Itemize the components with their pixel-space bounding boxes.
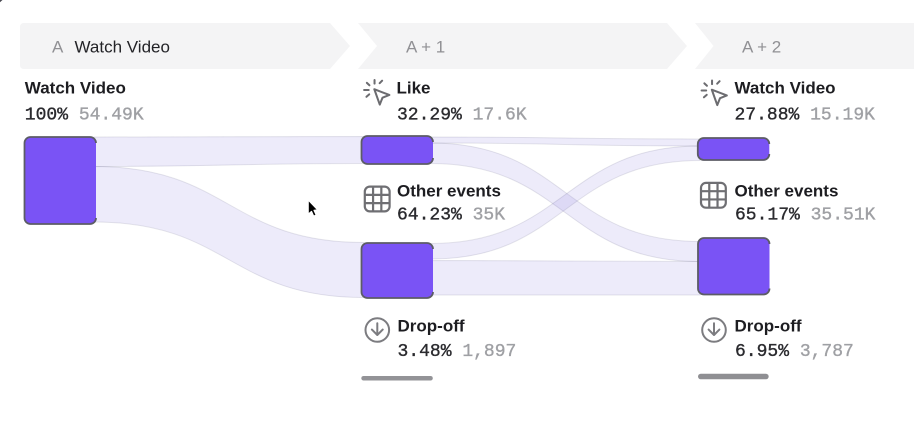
svg-text:Drop-off: Drop-off: [735, 317, 802, 336]
svg-text:A + 1: A + 1: [406, 38, 445, 57]
svg-text:A + 2: A + 2: [742, 38, 781, 57]
svg-text:Like: Like: [397, 79, 431, 98]
svg-text:Watch Video: Watch Video: [25, 79, 126, 98]
svg-text:64.23% 35K: 64.23% 35K: [397, 206, 505, 226]
svg-text:Other events: Other events: [397, 182, 501, 201]
svg-text:6.95% 3,787: 6.95% 3,787: [735, 342, 854, 362]
svg-text:Watch Video: Watch Video: [75, 38, 170, 57]
svg-text:100% 54.49K: 100% 54.49K: [25, 106, 144, 126]
svg-text:27.88% 15.19K: 27.88% 15.19K: [735, 106, 876, 126]
svg-text:A: A: [52, 38, 64, 57]
svg-text:65.17% 35.51K: 65.17% 35.51K: [735, 206, 876, 226]
svg-text:Drop-off: Drop-off: [398, 317, 465, 336]
svg-text:Other events: Other events: [735, 182, 839, 201]
svg-text:Watch Video: Watch Video: [735, 79, 836, 98]
svg-text:32.29% 17.6K: 32.29% 17.6K: [397, 106, 527, 126]
svg-text:3.48% 1,897: 3.48% 1,897: [398, 342, 517, 362]
